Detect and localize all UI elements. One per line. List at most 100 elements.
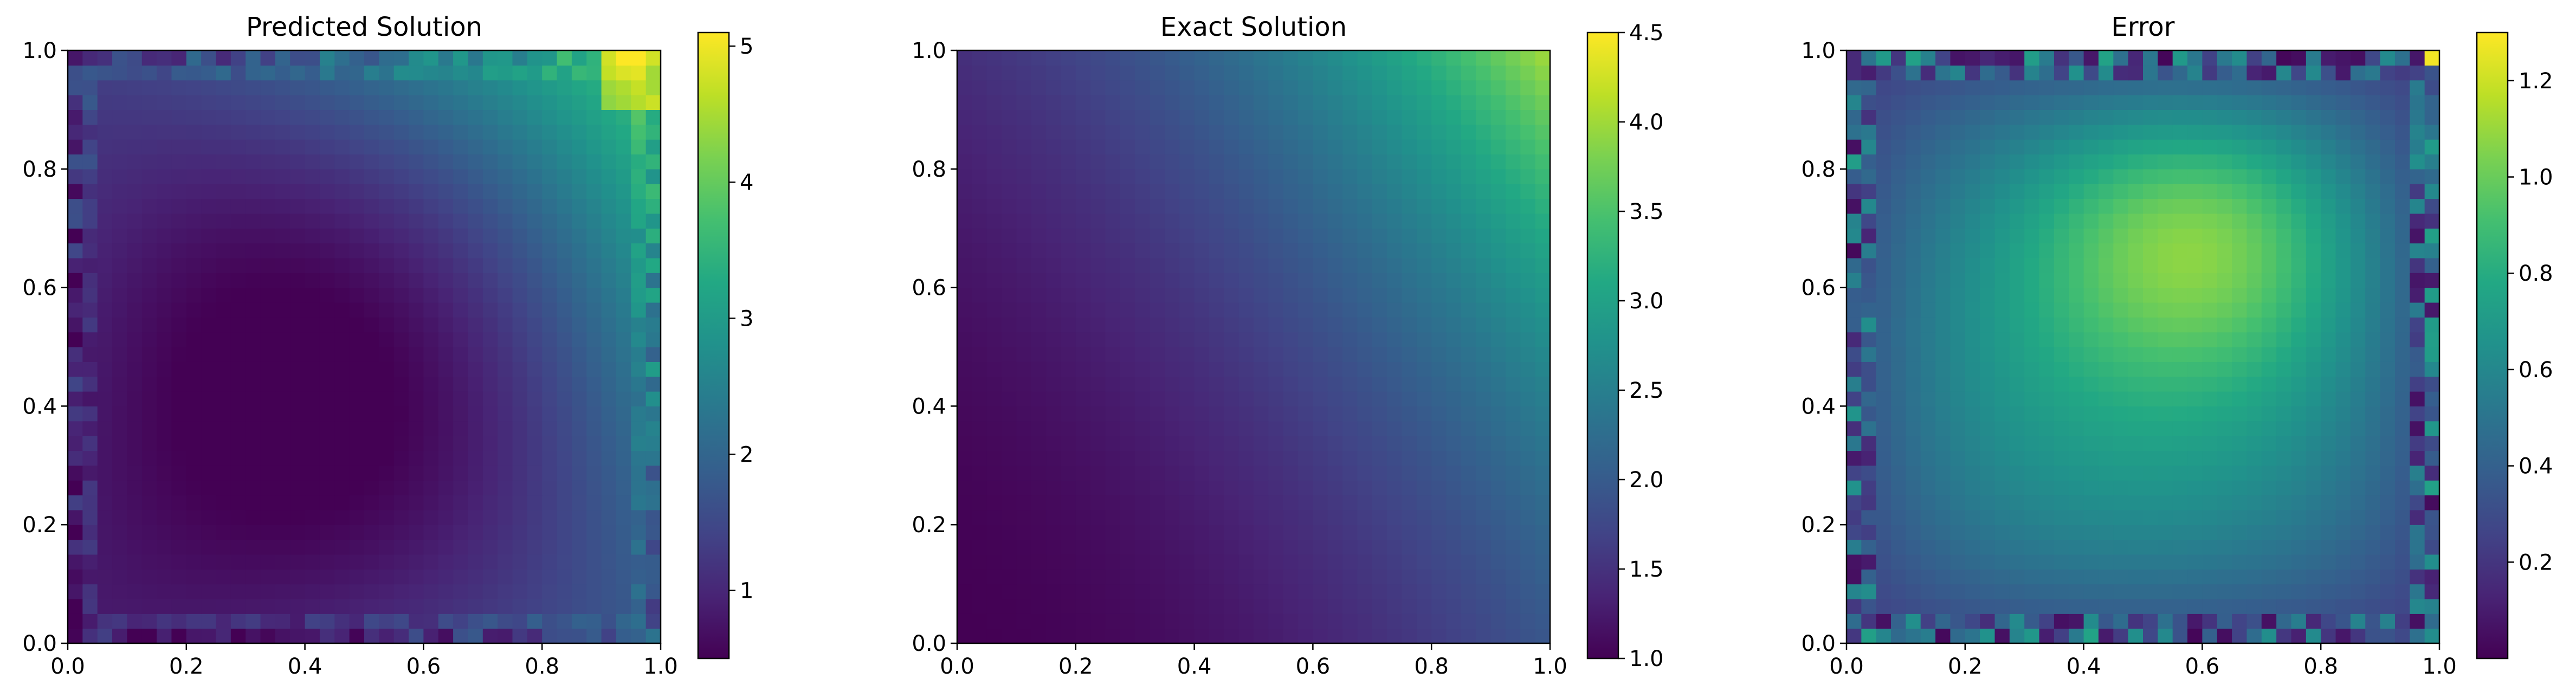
exact-solution-cell [1461, 50, 1476, 66]
exact-solution-cell [1254, 361, 1269, 377]
error-cell [2143, 465, 2158, 481]
error-cell [2054, 406, 2069, 422]
error-cell [2380, 613, 2396, 629]
predicted-solution-cell [97, 421, 113, 436]
exact-solution-cell [1387, 554, 1403, 570]
exact-solution-cell [1016, 480, 1032, 496]
predicted-solution-cell [157, 124, 172, 140]
predicted-solution-cell [364, 525, 379, 540]
exact-solution-cell [1342, 436, 1358, 451]
error-cell [2054, 495, 2069, 510]
predicted-solution-cell [82, 613, 98, 629]
error-cell [1950, 257, 1966, 273]
exact-solution-cell [1505, 436, 1521, 451]
error-cell [1876, 525, 1891, 540]
exact-solution-cell [1150, 198, 1165, 214]
error-cell [1950, 613, 1966, 629]
error-cell [2187, 302, 2203, 318]
error-cell [2246, 169, 2262, 184]
error-cell [2098, 124, 2114, 140]
error-cell [2054, 302, 2069, 318]
error-cell [2394, 584, 2410, 599]
predicted-solution-cell [127, 628, 143, 644]
exact-solution-cell [1031, 465, 1047, 481]
error-cell [1920, 450, 1936, 466]
exact-solution-cell [1164, 228, 1180, 244]
error-cell [2291, 154, 2307, 170]
error-cell [1876, 213, 1891, 229]
predicted-solution-cell [527, 361, 543, 377]
error-cell [2261, 436, 2277, 451]
exact-solution-cell [1520, 302, 1536, 318]
predicted-solution-cell [631, 480, 647, 496]
error-cell [2410, 302, 2425, 318]
error-cell [2172, 480, 2188, 496]
predicted-solution-cell [334, 598, 350, 614]
error-cell [1891, 287, 1906, 303]
predicted-solution-cell [275, 198, 290, 214]
predicted-solution-cell [186, 361, 202, 377]
exact-solution-cell [1402, 554, 1417, 570]
predicted-solution-cell [127, 50, 143, 66]
exact-solution-cell [1194, 169, 1210, 184]
error-y-tick-label: 0.0 [1801, 631, 1836, 656]
error-cell [2024, 450, 2040, 466]
predicted-solution-cell [409, 495, 424, 510]
error-cell [2083, 509, 2099, 525]
exact-solution-cell [1520, 347, 1536, 362]
error-cell [2158, 139, 2173, 155]
predicted-solution-cell [68, 465, 83, 481]
predicted-solution-cell [423, 169, 439, 184]
error-cell [2246, 50, 2262, 66]
exact-solution-cell [1090, 436, 1106, 451]
error-cell [1920, 361, 1936, 377]
predicted-solution-cell [246, 465, 261, 481]
error-cell [2069, 584, 2084, 599]
exact-solution-cell [986, 228, 1002, 244]
error-cell [1861, 613, 1877, 629]
exact-solution-cell [1031, 554, 1047, 570]
error-cell [2083, 391, 2099, 406]
exact-solution-cell [1327, 628, 1343, 644]
predicted-solution-cell [498, 154, 513, 170]
exact-solution-cell [972, 243, 987, 258]
exact-solution-cell [1046, 95, 1062, 110]
exact-solution-cell [1046, 406, 1062, 422]
exact-solution-cell [1505, 569, 1521, 585]
exact-solution-cell [1002, 376, 1017, 392]
exact-solution-cell [1224, 406, 1239, 422]
predicted-solution-cell [171, 584, 187, 599]
exact-solution-cell [1416, 302, 1432, 318]
predicted-solution-cell [246, 376, 261, 392]
predicted-solution-cell [482, 139, 498, 155]
error-cell [2128, 628, 2144, 644]
error-cell [2158, 628, 2173, 644]
predicted-solution-cell [586, 480, 602, 496]
predicted-solution-cell [379, 495, 395, 510]
predicted-solution-cell [482, 50, 498, 66]
predicted-solution-cell [216, 509, 231, 525]
exact-solution-cell [1372, 421, 1387, 436]
exact-solution-cell [1431, 243, 1447, 258]
predicted-solution-cell [97, 257, 113, 273]
exact-solution-cell [986, 421, 1002, 436]
exact-solution-cell [1120, 436, 1135, 451]
error-cell [2024, 50, 2040, 66]
error-cell [2261, 628, 2277, 644]
predicted-solution-cell [171, 376, 187, 392]
predicted-solution-cell [127, 569, 143, 585]
predicted-solution-cell [157, 480, 172, 496]
error-cell [2143, 613, 2158, 629]
error-cell [2039, 509, 2055, 525]
exact-solution-cell [1046, 109, 1062, 125]
exact-solution-cell [1476, 509, 1492, 525]
exact-solution-cell [1135, 391, 1151, 406]
predicted-solution-cell [319, 228, 335, 244]
error-cell [2172, 406, 2188, 422]
exact-solution-cell [1327, 539, 1343, 555]
error-cell [2350, 198, 2366, 214]
exact-solution-cell [1505, 613, 1521, 629]
predicted-solution-cell [645, 436, 661, 451]
error-cell [2143, 124, 2158, 140]
exact-solution-cell [1224, 198, 1239, 214]
